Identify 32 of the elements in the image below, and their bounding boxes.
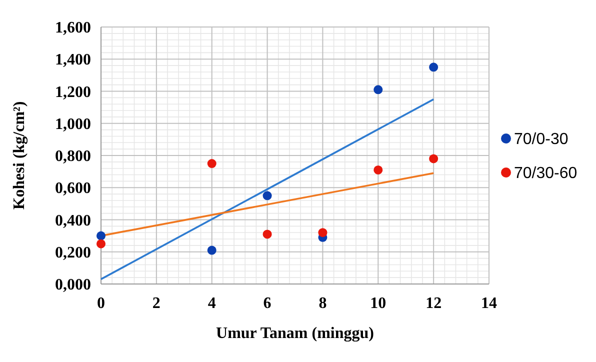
x-axis-title: Umur Tanam (minggu) [216, 325, 374, 342]
y-tick-label: 0,400 [55, 212, 91, 230]
x-tick-label: 4 [208, 295, 216, 312]
y-tick-label: 0,200 [55, 244, 91, 262]
x-tick-label: 2 [152, 295, 160, 312]
point [374, 165, 383, 174]
y-tick-label: 1,400 [55, 52, 91, 69]
y-tick-label: 1,600 [55, 20, 91, 37]
point [318, 228, 328, 238]
point [262, 191, 272, 200]
x-tick-label: 0 [97, 295, 105, 312]
x-tick-label: 12 [426, 295, 442, 312]
y-tick-label: 1,000 [55, 116, 91, 133]
y-axis-title: Kohesi (kg/cm²) [11, 101, 28, 210]
x-tick-label: 8 [318, 295, 327, 312]
point [262, 230, 272, 239]
x-tick-label: 10 [370, 295, 386, 312]
y-tick-label: 0,600 [55, 180, 91, 198]
y-tick-label: 0,800 [55, 148, 91, 166]
point [207, 246, 216, 255]
point [374, 85, 383, 94]
point [429, 154, 438, 164]
y-tick-label: 0,000 [55, 276, 91, 294]
legend-label: 70/0-30 [514, 131, 568, 148]
x-tick-label: 14 [481, 295, 497, 312]
point [96, 239, 106, 248]
y-tick-label: 1,200 [55, 84, 91, 101]
point [207, 159, 216, 168]
legend-label: 70/30-60 [514, 165, 578, 182]
point [96, 231, 106, 240]
x-tick-label: 6 [263, 295, 272, 312]
point [429, 62, 438, 72]
